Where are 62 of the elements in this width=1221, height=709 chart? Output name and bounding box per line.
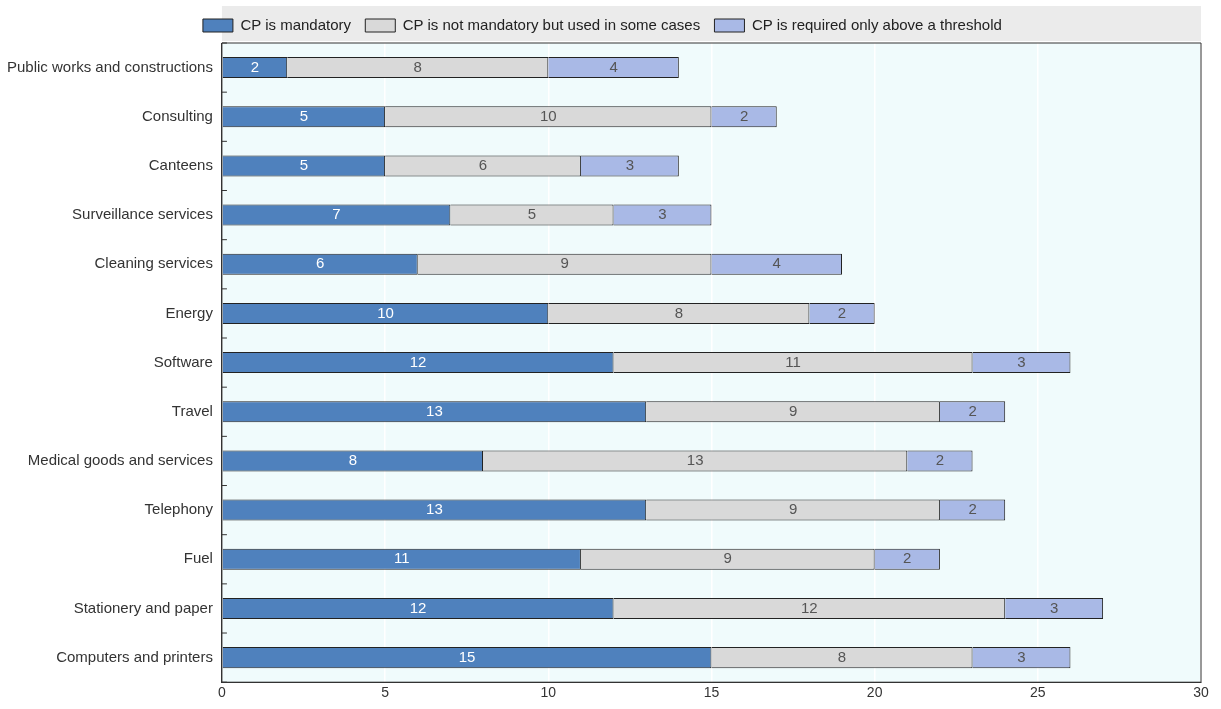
data-label: 5 <box>527 205 537 223</box>
y-tick-label: Telephony <box>144 500 214 518</box>
data-label: 12 <box>801 598 818 616</box>
data-label: 5 <box>299 106 309 124</box>
y-tick-label: Consulting <box>142 106 213 124</box>
data-label: 5 <box>299 156 309 174</box>
data-label: 2 <box>968 401 977 419</box>
data-label: 4 <box>772 254 781 272</box>
data-label: 8 <box>413 57 422 75</box>
data-label: 4 <box>609 57 618 75</box>
data-label: 15 <box>458 647 476 665</box>
y-tick-label: Fuel <box>183 549 213 567</box>
data-label: 2 <box>935 451 945 469</box>
x-tick-label: 25 <box>1030 684 1046 701</box>
data-label: 11 <box>394 549 410 567</box>
data-label: 3 <box>1049 598 1059 616</box>
data-label: 9 <box>560 254 569 272</box>
data-label: 9 <box>723 549 732 567</box>
y-tick-label: Travel <box>171 401 213 419</box>
data-label: 13 <box>426 500 443 518</box>
data-label: 3 <box>658 205 667 223</box>
data-label: 8 <box>348 451 358 469</box>
y-tick-label: Public works and constructions <box>6 57 213 75</box>
data-label: 2 <box>739 106 749 124</box>
data-label: 2 <box>837 303 847 321</box>
x-tick-label: 5 <box>381 684 390 701</box>
y-tick-label: Cleaning services <box>94 254 213 272</box>
data-label: 3 <box>625 156 635 174</box>
data-label: 3 <box>1017 647 1026 665</box>
legend-label: CP is not mandatory but used in some cases <box>402 15 701 33</box>
data-label: 10 <box>539 106 557 124</box>
legend-label: CP is required only above a threshold <box>751 15 1002 33</box>
data-label: 7 <box>332 205 341 223</box>
data-label: 2 <box>250 57 260 75</box>
data-label: 12 <box>409 352 427 370</box>
data-label: 13 <box>426 401 443 419</box>
y-tick-label: Computers and printers <box>56 647 213 665</box>
x-tick-label: 10 <box>540 684 557 701</box>
data-label: 10 <box>377 303 394 321</box>
data-label: 2 <box>903 549 912 567</box>
data-label: 9 <box>788 401 798 419</box>
y-tick-label: Software <box>153 352 213 370</box>
y-tick-label: Medical goods and services <box>27 451 213 469</box>
x-tick-label: 0 <box>218 684 227 701</box>
data-label: 11 <box>785 352 801 370</box>
data-label: 13 <box>686 451 704 469</box>
data-label: 8 <box>837 647 847 665</box>
x-tick-label: 20 <box>866 684 883 701</box>
x-tick-label: 30 <box>1193 684 1209 701</box>
data-label: 12 <box>409 598 427 616</box>
data-label: 3 <box>1017 352 1026 370</box>
data-label: 8 <box>674 303 683 321</box>
y-tick-label: Surveillance services <box>72 205 213 223</box>
y-tick-label: Stationery and paper <box>73 598 213 616</box>
data-label: 6 <box>316 254 325 272</box>
data-label: 9 <box>788 500 798 518</box>
data-label: 6 <box>478 156 488 174</box>
data-label: 2 <box>968 500 977 518</box>
x-tick-label: 15 <box>703 684 720 701</box>
y-tick-label: Canteens <box>148 156 213 174</box>
y-tick-label: Energy <box>165 303 214 321</box>
legend-label: CP is mandatory <box>240 15 352 33</box>
